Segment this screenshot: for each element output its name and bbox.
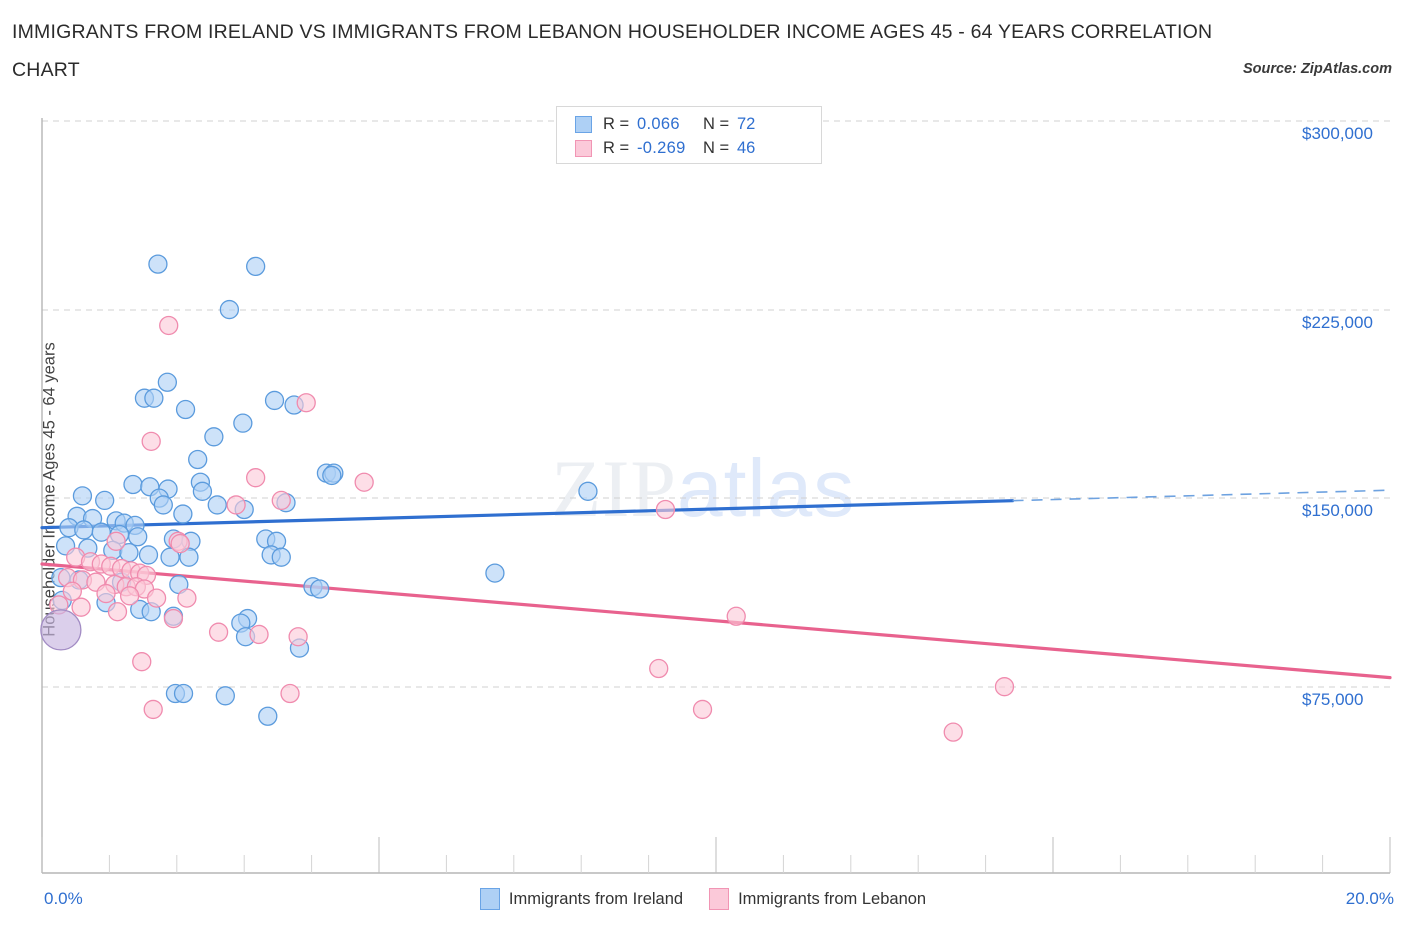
data-point[interactable] xyxy=(655,499,676,520)
data-point[interactable] xyxy=(138,545,159,565)
trendline-lebanon xyxy=(40,562,1392,680)
n-label-ireland: N = xyxy=(703,114,730,133)
data-point[interactable] xyxy=(692,699,713,720)
n-value-ireland: 72 xyxy=(737,114,756,133)
data-point[interactable] xyxy=(578,481,598,501)
data-point[interactable] xyxy=(233,413,253,433)
data-point[interactable] xyxy=(649,658,669,679)
data-point[interactable] xyxy=(485,563,505,583)
data-point[interactable] xyxy=(148,254,168,274)
n-value-lebanon: 46 xyxy=(737,138,756,157)
data-point[interactable] xyxy=(207,495,227,515)
data-point[interactable] xyxy=(173,504,193,524)
data-point[interactable] xyxy=(146,588,167,608)
legend-swatch-lebanon xyxy=(575,139,592,157)
data-point[interactable] xyxy=(160,547,180,567)
data-point[interactable] xyxy=(271,490,291,511)
data-point-overlap[interactable] xyxy=(40,609,82,651)
r-label-lebanon: R = xyxy=(603,138,630,157)
data-point[interactable] xyxy=(74,520,94,540)
x-axis-min-label: 0.0% xyxy=(44,889,83,908)
r-value-lebanon: -0.269 xyxy=(637,138,686,157)
data-point[interactable] xyxy=(280,683,300,704)
r-label-ireland: R = xyxy=(603,114,630,133)
trendline-ireland xyxy=(40,499,1015,530)
stats-legend: R = 0.066 N = 72 R = -0.269 N = 46 xyxy=(556,106,822,164)
data-point[interactable] xyxy=(159,315,179,336)
data-point[interactable] xyxy=(258,706,278,726)
stats-legend-row-ireland: R = 0.066 N = 72 xyxy=(575,112,821,136)
series-points-ireland xyxy=(51,254,598,726)
data-point[interactable] xyxy=(994,677,1015,697)
data-point[interactable] xyxy=(170,533,190,554)
data-point[interactable] xyxy=(219,299,240,320)
data-point[interactable] xyxy=(726,606,746,626)
data-point[interactable] xyxy=(62,581,82,601)
trendline-projection-ireland xyxy=(1012,489,1391,502)
series-points-lebanon xyxy=(49,315,1015,742)
data-point[interactable] xyxy=(271,547,291,567)
data-point[interactable] xyxy=(107,602,128,622)
data-point[interactable] xyxy=(132,652,152,672)
series-label-ireland: Immigrants from Ireland xyxy=(508,889,684,908)
series-swatch-ireland xyxy=(479,888,500,910)
data-point[interactable] xyxy=(173,683,194,704)
data-point[interactable] xyxy=(144,388,164,408)
data-point[interactable] xyxy=(310,579,330,599)
series-legend-item-ireland[interactable]: Immigrants from Ireland xyxy=(479,888,684,910)
data-point[interactable] xyxy=(177,588,197,608)
legend-swatch-ireland xyxy=(575,115,592,133)
y-tick-label-0: $300,000 xyxy=(1302,124,1373,143)
data-point[interactable] xyxy=(119,586,140,606)
data-point[interactable] xyxy=(296,393,316,413)
series-label-lebanon: Immigrants from Lebanon xyxy=(738,889,927,908)
y-tick-label-1: $225,000 xyxy=(1302,313,1373,332)
data-point[interactable] xyxy=(288,627,308,647)
series-legend-item-lebanon[interactable]: Immigrants from Lebanon xyxy=(709,888,926,910)
y-tick-label-3: $75,000 xyxy=(1302,690,1364,709)
data-point[interactable] xyxy=(175,399,196,420)
data-point[interactable] xyxy=(226,495,246,515)
data-point[interactable] xyxy=(95,490,115,511)
data-point[interactable] xyxy=(96,583,116,604)
data-point[interactable] xyxy=(249,624,269,645)
source-label: Source: ZipAtlas.com xyxy=(1242,61,1392,77)
n-label-lebanon: N = xyxy=(703,138,730,157)
series-swatch-lebanon xyxy=(709,888,730,910)
data-point[interactable] xyxy=(943,722,963,742)
data-point[interactable] xyxy=(208,622,229,642)
data-point[interactable] xyxy=(153,495,173,515)
data-point[interactable] xyxy=(128,527,148,547)
data-point[interactable] xyxy=(179,547,199,567)
data-point[interactable] xyxy=(264,390,285,411)
data-point[interactable] xyxy=(106,531,126,551)
data-point[interactable] xyxy=(123,474,143,495)
data-point[interactable] xyxy=(354,472,374,492)
data-point[interactable] xyxy=(322,465,342,486)
data-point[interactable] xyxy=(192,481,213,501)
data-point[interactable] xyxy=(188,449,208,470)
data-point[interactable] xyxy=(246,256,266,277)
data-point[interactable] xyxy=(215,686,235,706)
page-title-line1: IMMIGRANTS FROM IRELAND VS IMMIGRANTS FR… xyxy=(12,21,1213,43)
data-point[interactable] xyxy=(204,427,224,447)
y-tick-label-2: $150,000 xyxy=(1302,501,1373,520)
data-point[interactable] xyxy=(157,372,178,392)
r-value-ireland: 0.066 xyxy=(637,114,680,133)
page-title-line2: CHART xyxy=(12,59,80,81)
stats-legend-row-lebanon: R = -0.269 N = 46 xyxy=(575,136,821,160)
data-point[interactable] xyxy=(246,468,266,488)
series-legend: Immigrants from Ireland Immigrants from … xyxy=(0,888,1406,910)
data-point[interactable] xyxy=(141,431,161,451)
data-point[interactable] xyxy=(72,486,93,506)
data-point[interactable] xyxy=(143,699,163,720)
data-point[interactable] xyxy=(163,608,184,629)
data-point[interactable] xyxy=(71,597,91,617)
x-axis-max-label: 20.0% xyxy=(1345,889,1394,908)
